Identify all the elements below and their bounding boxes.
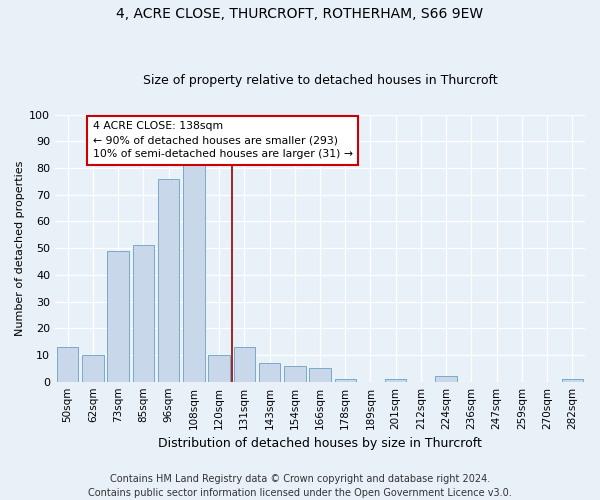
Bar bbox=[259, 363, 280, 382]
Bar bbox=[436, 376, 457, 382]
Bar bbox=[57, 347, 79, 382]
Text: 4 ACRE CLOSE: 138sqm
← 90% of detached houses are smaller (293)
10% of semi-deta: 4 ACRE CLOSE: 138sqm ← 90% of detached h… bbox=[93, 121, 353, 159]
X-axis label: Distribution of detached houses by size in Thurcroft: Distribution of detached houses by size … bbox=[158, 437, 482, 450]
Bar bbox=[284, 366, 305, 382]
Bar bbox=[385, 379, 406, 382]
Bar bbox=[107, 251, 129, 382]
Title: Size of property relative to detached houses in Thurcroft: Size of property relative to detached ho… bbox=[143, 74, 497, 87]
Text: 4, ACRE CLOSE, THURCROFT, ROTHERHAM, S66 9EW: 4, ACRE CLOSE, THURCROFT, ROTHERHAM, S66… bbox=[116, 8, 484, 22]
Bar bbox=[309, 368, 331, 382]
Bar bbox=[158, 178, 179, 382]
Bar bbox=[562, 379, 583, 382]
Bar bbox=[183, 166, 205, 382]
Bar bbox=[233, 347, 255, 382]
Bar bbox=[82, 355, 104, 382]
Text: Contains HM Land Registry data © Crown copyright and database right 2024.
Contai: Contains HM Land Registry data © Crown c… bbox=[88, 474, 512, 498]
Bar bbox=[133, 246, 154, 382]
Bar bbox=[208, 355, 230, 382]
Y-axis label: Number of detached properties: Number of detached properties bbox=[15, 160, 25, 336]
Bar bbox=[335, 379, 356, 382]
